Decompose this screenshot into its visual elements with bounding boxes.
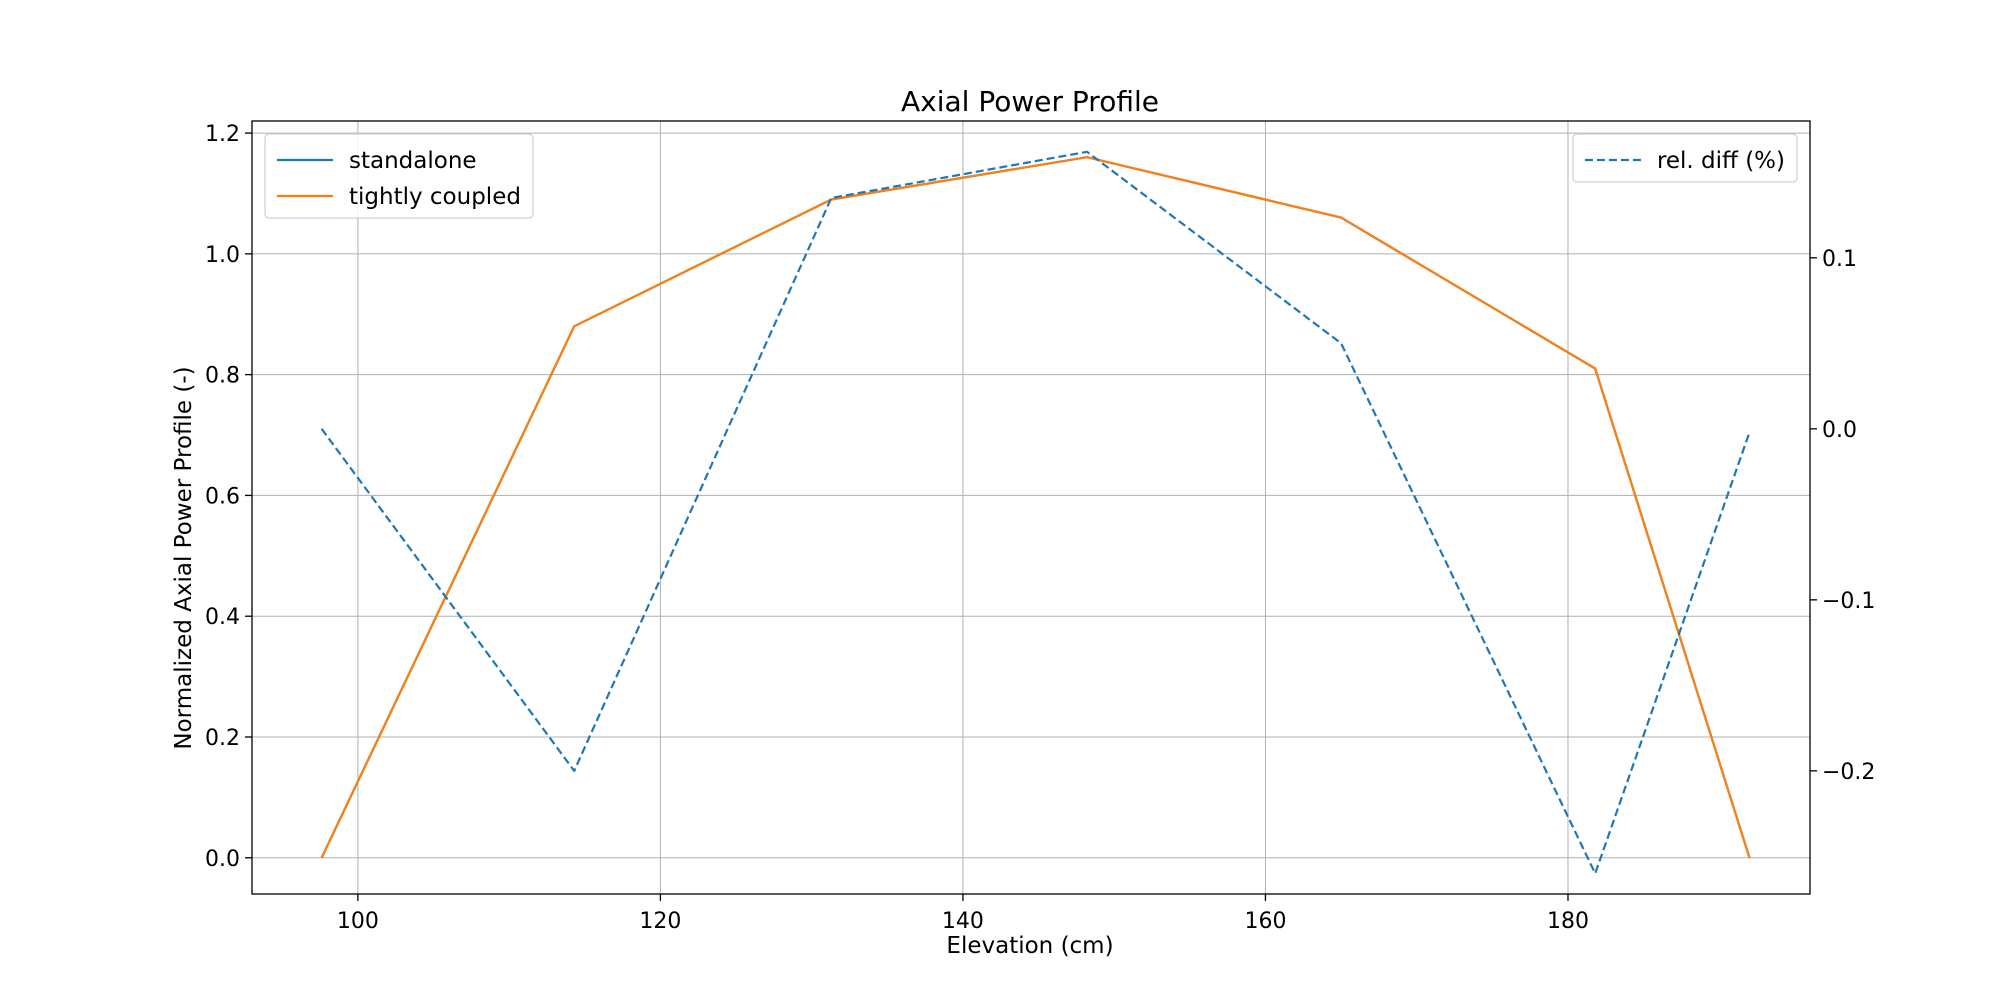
series-lines <box>320 150 1751 875</box>
y-tick-label: 0.2 <box>205 726 240 751</box>
y-right-tick-label: −0.2 <box>1822 760 1875 785</box>
legend-label: standalone <box>349 148 477 174</box>
y-tick-label: 1.2 <box>205 122 240 147</box>
x-tick-label: 160 <box>1244 909 1286 934</box>
y-tick-label: 0.6 <box>205 484 240 509</box>
series-line-tightly-coupled <box>320 156 1751 859</box>
grid-lines <box>252 121 1810 894</box>
y-axis-ticks: 0.0 0.2 0.4 0.6 0.8 1.0 1.2 <box>205 122 252 872</box>
y-right-axis-ticks: −0.2 −0.1 0.0 0.1 <box>1810 247 1875 785</box>
x-tick-label: 100 <box>337 909 379 934</box>
x-axis-ticks: 100 120 140 160 180 <box>337 894 1589 934</box>
series-line-rel-diff <box>320 150 1751 875</box>
x-tick-label: 120 <box>639 909 681 934</box>
y-tick-label: 0.8 <box>205 364 240 389</box>
legend-box <box>1572 133 1798 183</box>
legend-label: rel. diff (%) <box>1657 148 1785 174</box>
y-tick-label: 0.4 <box>205 605 240 630</box>
legend-left: standalone tightly coupled <box>264 133 534 219</box>
plot-frame <box>251 120 1811 895</box>
y-right-tick-label: 0.1 <box>1822 247 1857 272</box>
y-axis-label: Normalized Axial Power Profile (-) <box>171 366 197 749</box>
x-axis-label: Elevation (cm) <box>946 933 1113 959</box>
y-right-tick-label: 0.0 <box>1822 418 1857 443</box>
legend-label: tightly coupled <box>349 184 521 210</box>
legend-right: rel. diff (%) <box>1572 133 1798 183</box>
chart-title: Axial Power Profile <box>901 85 1159 118</box>
series-line-standalone <box>320 156 1751 859</box>
y-right-tick-label: −0.1 <box>1822 589 1875 614</box>
y-tick-label: 0.0 <box>205 847 240 872</box>
x-tick-label: 140 <box>942 909 984 934</box>
x-tick-label: 180 <box>1547 909 1589 934</box>
y-tick-label: 1.0 <box>205 243 240 268</box>
